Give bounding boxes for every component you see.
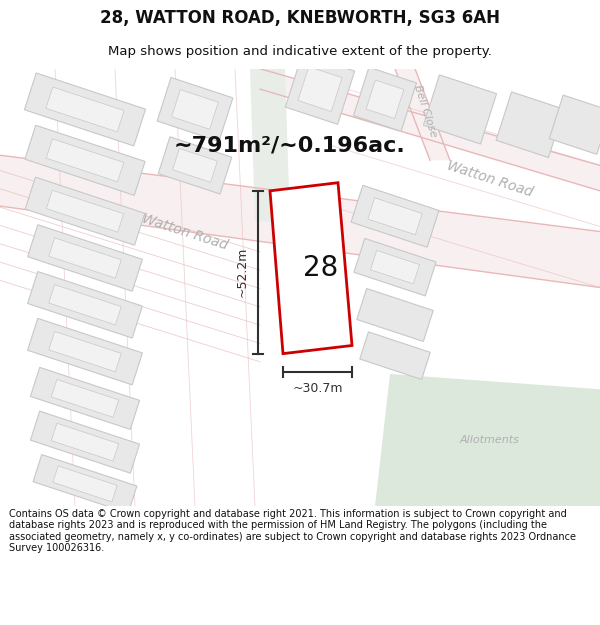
Polygon shape (360, 332, 430, 379)
Polygon shape (46, 190, 124, 232)
Text: Map shows position and indicative extent of the property.: Map shows position and indicative extent… (108, 45, 492, 58)
Polygon shape (353, 68, 416, 131)
Polygon shape (351, 186, 439, 248)
Polygon shape (25, 73, 146, 146)
Polygon shape (298, 67, 342, 111)
Polygon shape (250, 69, 290, 221)
Polygon shape (395, 69, 450, 161)
Polygon shape (260, 69, 600, 191)
Text: Watton Road: Watton Road (445, 158, 535, 199)
Polygon shape (49, 284, 121, 325)
Polygon shape (46, 139, 124, 182)
Polygon shape (52, 423, 119, 461)
Polygon shape (371, 251, 419, 284)
Polygon shape (158, 137, 232, 194)
Text: Bell Close: Bell Close (412, 84, 438, 139)
Polygon shape (28, 318, 142, 385)
Polygon shape (357, 289, 433, 341)
Polygon shape (172, 89, 218, 129)
Polygon shape (52, 379, 119, 418)
Text: ~30.7m: ~30.7m (292, 382, 343, 395)
Polygon shape (368, 198, 422, 235)
Text: Watton Road: Watton Road (140, 211, 230, 252)
Polygon shape (375, 374, 600, 506)
Polygon shape (33, 454, 137, 513)
Polygon shape (173, 149, 217, 182)
Polygon shape (496, 92, 564, 158)
Polygon shape (270, 182, 352, 354)
Text: 28: 28 (303, 254, 338, 282)
Text: ~791m²/~0.196ac.: ~791m²/~0.196ac. (174, 135, 406, 155)
Text: Allotments: Allotments (460, 435, 520, 445)
Polygon shape (49, 331, 121, 372)
Polygon shape (157, 78, 233, 141)
Polygon shape (31, 411, 140, 473)
Polygon shape (46, 87, 124, 132)
Text: Contains OS data © Crown copyright and database right 2021. This information is : Contains OS data © Crown copyright and d… (9, 509, 576, 553)
Polygon shape (28, 271, 142, 338)
Text: 28, WATTON ROAD, KNEBWORTH, SG3 6AH: 28, WATTON ROAD, KNEBWORTH, SG3 6AH (100, 9, 500, 28)
Polygon shape (549, 95, 600, 154)
Polygon shape (354, 238, 436, 296)
Polygon shape (366, 80, 404, 119)
Polygon shape (28, 225, 142, 291)
Text: ~52.2m: ~52.2m (235, 247, 248, 298)
Polygon shape (25, 125, 145, 196)
Polygon shape (31, 368, 140, 429)
Polygon shape (286, 54, 355, 124)
Polygon shape (53, 466, 117, 502)
Polygon shape (25, 177, 145, 245)
Polygon shape (49, 238, 121, 278)
Polygon shape (0, 155, 600, 288)
Polygon shape (424, 75, 497, 144)
